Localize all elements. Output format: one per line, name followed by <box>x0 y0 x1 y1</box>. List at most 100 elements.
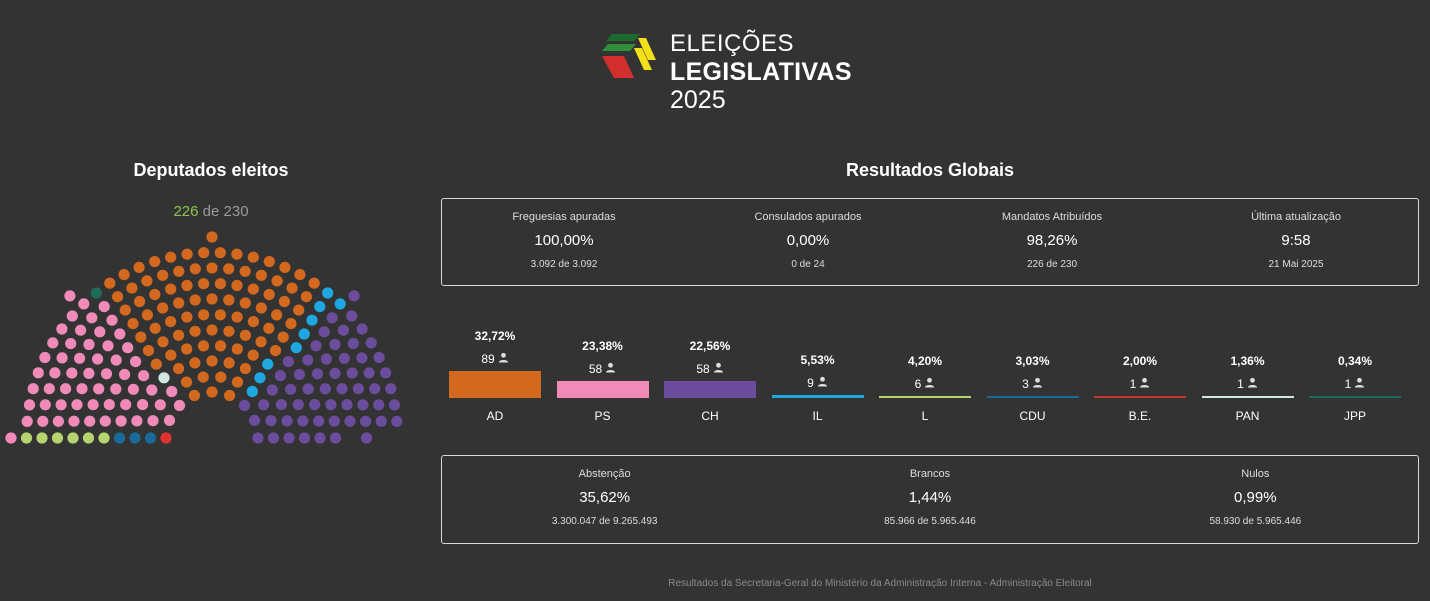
seat-ps <box>65 338 77 350</box>
seat-il <box>334 298 346 310</box>
party-vote-percentage: 1,36% <box>1230 354 1265 368</box>
seat-ad <box>181 248 193 260</box>
seat-ad <box>157 302 169 314</box>
party-vote-percentage: 22,56% <box>689 339 731 353</box>
seat-ch <box>348 290 360 302</box>
seat-ch <box>365 337 377 349</box>
summary-mandates: Mandatos Atribuídos 98,26% 226 de 230 <box>930 199 1174 285</box>
seat-ad <box>223 294 235 306</box>
seat-ad <box>141 275 153 287</box>
stat-abstention: Abstenção 35,62% 3.300.047 de 9.265.493 <box>442 456 767 543</box>
seat-ch <box>310 340 322 352</box>
election-logo-icon <box>602 34 656 78</box>
seat-ch <box>293 368 305 381</box>
seat-ps <box>138 370 150 382</box>
seat-ps <box>66 367 78 379</box>
seat-ps <box>5 432 17 444</box>
seat-ad <box>206 324 218 336</box>
seat-ps <box>64 290 76 302</box>
seat-ad <box>173 297 185 309</box>
seat-ps <box>147 415 159 427</box>
seat-l <box>20 432 33 444</box>
party-cdu: 3,03% 3 CDU <box>979 300 1087 430</box>
seat-ad <box>293 304 305 316</box>
stat-value: 35,62% <box>579 489 631 506</box>
seat-ad <box>231 311 243 323</box>
seat-ad <box>263 322 275 334</box>
person-icon <box>605 362 616 376</box>
seat-ad <box>214 247 226 259</box>
seat-ch <box>325 399 337 411</box>
seat-ch <box>338 352 350 364</box>
seat-ch <box>267 432 280 444</box>
party-vote-percentage: 5,53% <box>800 353 835 367</box>
person-icon <box>1139 377 1150 391</box>
seat-ps <box>43 383 55 395</box>
logo-line1: ELEIÇÕES <box>670 30 795 57</box>
seat-ps <box>27 383 39 395</box>
seat-ad <box>286 282 298 294</box>
seat-ps <box>56 323 68 335</box>
party-ch: 22,56% 58 CH <box>656 300 764 430</box>
person-icon <box>713 362 724 376</box>
seat-l <box>36 432 48 444</box>
person-icon <box>498 352 509 366</box>
seat-ch <box>373 351 385 364</box>
seat-ps <box>114 328 126 340</box>
seat-ps <box>87 399 99 411</box>
turnout-panel: Abstenção 35,62% 3.300.047 de 9.265.493 … <box>441 455 1419 544</box>
stat-null: Nulos 0,99% 58.930 de 5.965.446 <box>1093 456 1418 543</box>
seat-ps <box>60 383 72 395</box>
seat-ps <box>110 383 122 395</box>
elected-of: de <box>198 203 224 220</box>
seat-ch <box>281 415 293 427</box>
party-name: CH <box>701 409 719 423</box>
seat-ps <box>23 399 36 411</box>
seat-ps <box>49 367 61 379</box>
seat-ps <box>100 368 113 380</box>
party-seat-count: 58 <box>549 362 657 376</box>
party-results: 32,72% 89 AD 23,38% 58 PS 22,56% 58 CH 5,53% 9 IL 4,… <box>441 300 1419 430</box>
party-seat-bar <box>664 381 756 398</box>
seat-ps <box>32 367 44 379</box>
seat-ad <box>278 295 290 308</box>
seat-ad <box>134 295 146 308</box>
party-seats-number: 1 <box>1344 377 1352 391</box>
party-seats-number: 9 <box>807 376 814 390</box>
seat-ad <box>263 288 275 301</box>
seat-ad <box>239 265 251 277</box>
seat-ad <box>223 357 235 369</box>
seat-ad <box>189 294 201 306</box>
summary-label: Freguesias apuradas <box>512 211 616 223</box>
party-name: IL <box>812 409 823 423</box>
party-seat-bar <box>1094 396 1186 398</box>
seat-ad <box>300 291 312 303</box>
seat-be <box>160 432 172 444</box>
summary-label: Mandatos Atribuídos <box>1001 211 1103 223</box>
seat-ps <box>56 352 68 364</box>
seat-ch <box>346 310 358 322</box>
party-name: JPP <box>1343 409 1366 423</box>
seat-il <box>246 385 258 398</box>
seat-ch <box>347 338 359 350</box>
seat-l <box>98 432 110 444</box>
seat-ad <box>149 256 161 268</box>
stat-label: Brancos <box>909 468 951 480</box>
party-seat-bar <box>771 395 864 398</box>
seat-ad <box>247 251 259 263</box>
seat-ch <box>274 370 286 382</box>
seat-ad <box>279 261 291 273</box>
seat-ch <box>265 415 277 427</box>
seat-ps <box>66 310 78 322</box>
seat-ch <box>336 383 348 395</box>
summary-value: 98,26% <box>1026 232 1078 249</box>
seat-ps <box>78 298 90 310</box>
party-ps: 23,38% 58 PS <box>549 300 657 430</box>
seat-ps <box>106 314 118 326</box>
seat-ch <box>360 415 372 427</box>
seat-ch <box>337 324 349 336</box>
seat-ps <box>76 383 88 395</box>
seat-ad <box>277 331 289 343</box>
party-seat-count: 1 <box>1194 377 1302 391</box>
seat-ch <box>373 399 385 411</box>
